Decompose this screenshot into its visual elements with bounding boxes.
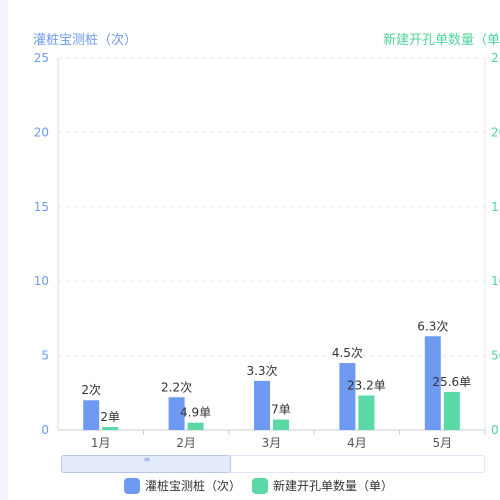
bar-series-2 bbox=[358, 395, 375, 430]
legend: 灌桩宝测桩（次） 新建开孔单数量（单） bbox=[0, 477, 500, 497]
y-left-tick-label: 5 bbox=[41, 349, 49, 363]
y-left-tick-label: 20 bbox=[34, 125, 49, 139]
y-left-tick-label: 0 bbox=[41, 423, 49, 437]
x-tick-label: 5月 bbox=[432, 436, 452, 450]
data-zoom-slider[interactable]: ≡ bbox=[61, 455, 485, 475]
y-right-tick-label: 250 bbox=[491, 51, 500, 65]
drag-handle-icon[interactable]: ≡ bbox=[143, 455, 151, 464]
bar-series-1 bbox=[424, 336, 441, 430]
zoom-window[interactable]: ≡ bbox=[61, 455, 231, 473]
y-right-tick-label: 150 bbox=[491, 200, 500, 214]
y-left-tick-label: 15 bbox=[34, 200, 49, 214]
y-left-tick-label: 10 bbox=[34, 274, 49, 288]
right-axis-title: 新建开孔单数量（单 bbox=[383, 33, 500, 48]
x-tick-label: 1月 bbox=[91, 436, 111, 450]
x-tick-label: 2月 bbox=[176, 436, 196, 450]
y-right-tick-label: 50 bbox=[491, 349, 500, 363]
bar-series-2 bbox=[102, 427, 119, 430]
bar-series-2 bbox=[443, 391, 460, 430]
legend-swatch-series-1 bbox=[124, 477, 140, 494]
left-axis-title: 灌桩宝测桩（次） bbox=[33, 33, 138, 48]
left-edge-strip bbox=[0, 0, 8, 500]
y-right-tick-label: 0 bbox=[491, 423, 499, 437]
data-label-series-2: 2单 bbox=[100, 410, 120, 424]
bar-series-1 bbox=[83, 400, 100, 430]
data-label-series-1: 2次 bbox=[81, 383, 101, 397]
data-label-series-1: 3.3次 bbox=[246, 364, 277, 378]
x-tick-label: 3月 bbox=[262, 436, 282, 450]
legend-swatch-series-2 bbox=[252, 477, 268, 494]
x-tick-label: 4月 bbox=[347, 436, 367, 450]
bar-chart: 05101520250501001502002501月2次2单2月2.2次4.9… bbox=[34, 51, 500, 450]
bar-series-1 bbox=[339, 363, 356, 430]
data-label-series-2: 7单 bbox=[271, 403, 291, 417]
data-label-series-2: 4.9单 bbox=[180, 406, 211, 420]
data-label-series-1: 6.3次 bbox=[417, 319, 448, 333]
legend-item-series-1[interactable]: 灌桩宝测桩（次） bbox=[124, 477, 241, 494]
bar-series-2 bbox=[187, 422, 204, 430]
legend-item-series-2[interactable]: 新建开孔单数量（单） bbox=[252, 477, 393, 494]
y-left-tick-label: 25 bbox=[34, 51, 49, 65]
data-label-series-1: 4.5次 bbox=[332, 346, 363, 360]
bar-series-1 bbox=[168, 397, 185, 430]
legend-label-series-1: 灌桩宝测桩（次） bbox=[145, 479, 242, 493]
y-right-tick-label: 100 bbox=[491, 274, 500, 288]
data-label-series-1: 2.2次 bbox=[161, 380, 192, 394]
bar-series-2 bbox=[273, 419, 289, 430]
data-label-series-2: 23.2单 bbox=[347, 378, 386, 392]
bar-series-1 bbox=[254, 380, 270, 430]
y-right-tick-label: 200 bbox=[491, 125, 500, 139]
data-label-series-2: 25.6单 bbox=[432, 375, 471, 389]
legend-label-series-2: 新建开孔单数量（单） bbox=[273, 479, 394, 493]
